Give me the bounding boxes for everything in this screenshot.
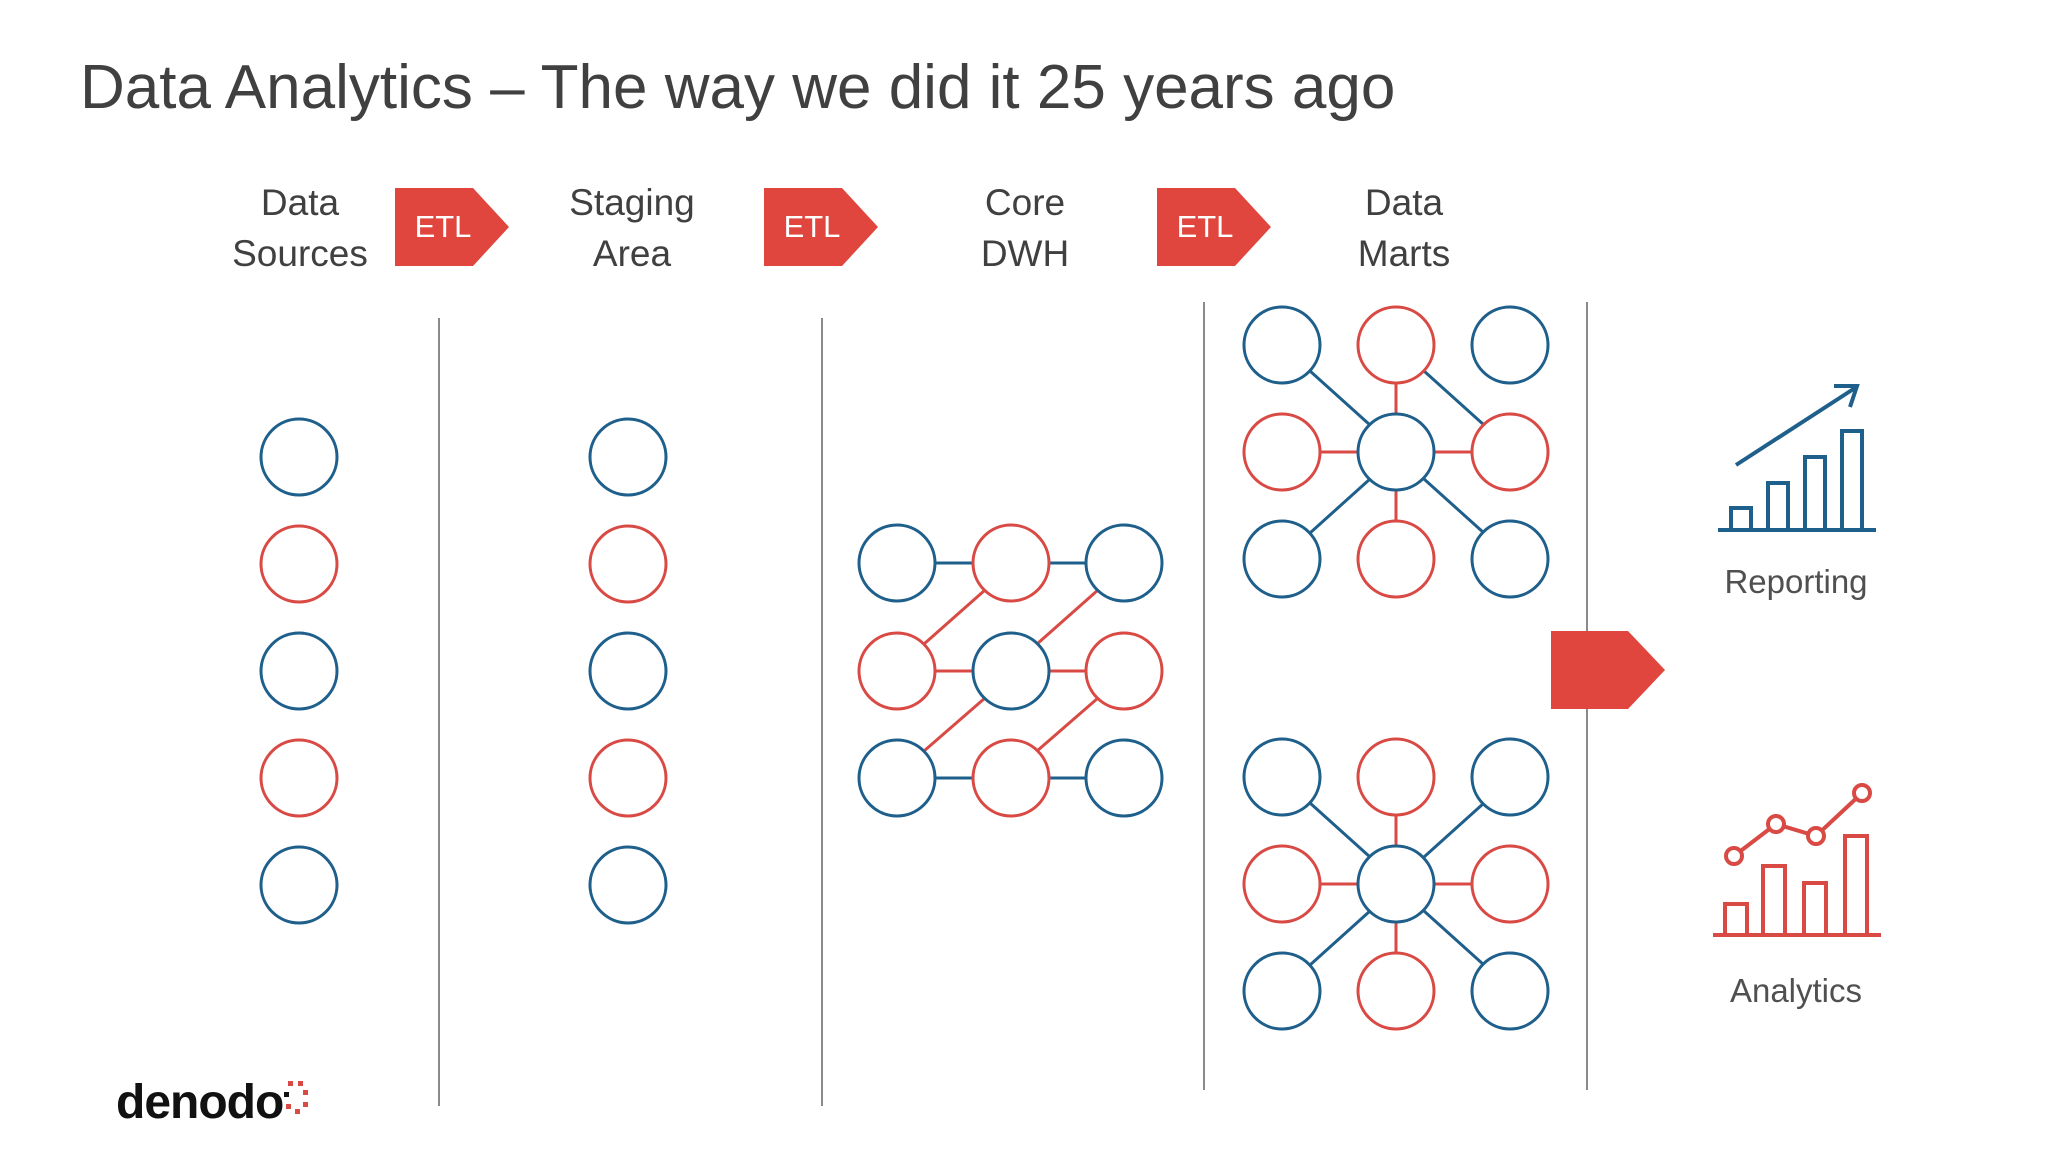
column-label-data-sources: Data Sources	[232, 182, 368, 274]
etl-label: ETL	[783, 209, 841, 244]
node-red	[857, 631, 937, 711]
edge	[1036, 696, 1099, 753]
data-sources-nodes	[259, 417, 339, 925]
node-blue	[1242, 305, 1322, 385]
analytics-icon	[1713, 783, 1881, 937]
edge	[1036, 588, 1099, 646]
data-mart-star-1	[1242, 305, 1550, 599]
node-blue	[1470, 519, 1550, 599]
node-blue	[588, 845, 668, 925]
node-blue	[1242, 737, 1322, 817]
edge	[1308, 909, 1372, 967]
node-red	[1356, 519, 1436, 599]
node-blue	[259, 417, 339, 497]
node-blue	[1356, 844, 1436, 924]
node-blue	[1242, 519, 1322, 599]
node-blue	[259, 631, 339, 711]
node-blue	[1084, 738, 1164, 818]
node-blue	[857, 523, 937, 603]
analytics-label: Analytics	[1729, 972, 1863, 1009]
node-red	[1356, 305, 1436, 385]
column-divider	[438, 318, 440, 1106]
column-label-staging-area: Staging Area	[569, 182, 695, 274]
edge	[1422, 909, 1486, 967]
edge	[1308, 477, 1372, 535]
edge	[923, 696, 986, 753]
node-red	[1470, 844, 1550, 924]
edge	[1422, 369, 1486, 427]
etl-arrow-shape	[764, 188, 878, 266]
node-blue	[588, 631, 668, 711]
node-red	[1356, 737, 1436, 817]
edge	[1308, 801, 1372, 859]
etl-arrow-3: ETL	[1157, 188, 1273, 266]
delivery-arrow	[1551, 631, 1665, 709]
node-red	[971, 738, 1051, 818]
node-blue	[857, 738, 937, 818]
denodo-logo: denodo	[116, 1076, 284, 1129]
node-blue	[1470, 305, 1550, 385]
node-blue	[1470, 951, 1550, 1031]
core-dwh-network	[857, 523, 1164, 818]
etl-arrow-shape	[1157, 188, 1271, 266]
node-blue	[259, 845, 339, 925]
node-red	[1242, 412, 1322, 492]
node-red	[1470, 412, 1550, 492]
edge	[1308, 369, 1372, 427]
node-red	[1356, 951, 1436, 1031]
node-red	[259, 524, 339, 604]
node-red	[259, 738, 339, 818]
node-blue	[1084, 523, 1164, 603]
node-blue	[588, 417, 668, 497]
node-red	[588, 524, 668, 604]
data-mart-star-2	[1242, 737, 1550, 1031]
node-red	[1242, 844, 1322, 924]
node-blue	[1470, 737, 1550, 817]
reporting-label: Reporting	[1724, 563, 1868, 600]
column-label-data-marts: Data Marts	[1357, 182, 1451, 274]
etl-label: ETL	[414, 209, 472, 244]
node-blue	[971, 631, 1051, 711]
node-blue	[1242, 951, 1322, 1031]
reporting-icon	[1718, 384, 1876, 532]
etl-label: ETL	[1176, 209, 1234, 244]
column-divider	[821, 318, 823, 1106]
edge	[1422, 801, 1486, 859]
etl-arrow-shape	[395, 188, 509, 266]
edge	[923, 588, 986, 646]
node-blue	[1356, 412, 1436, 492]
edge	[1422, 477, 1486, 535]
node-red	[971, 523, 1051, 603]
node-red	[1084, 631, 1164, 711]
page-title: Data Analytics – The way we did it 25 ye…	[80, 53, 1396, 122]
denodo-logo-mark	[284, 1081, 308, 1114]
column-label-core-dwh: Core DWH	[980, 182, 1070, 274]
column-divider	[1203, 302, 1205, 1090]
staging-area-nodes	[588, 417, 668, 925]
etl-arrow-1: ETL	[395, 188, 511, 266]
etl-arrow-2: ETL	[764, 188, 880, 266]
node-red	[588, 738, 668, 818]
